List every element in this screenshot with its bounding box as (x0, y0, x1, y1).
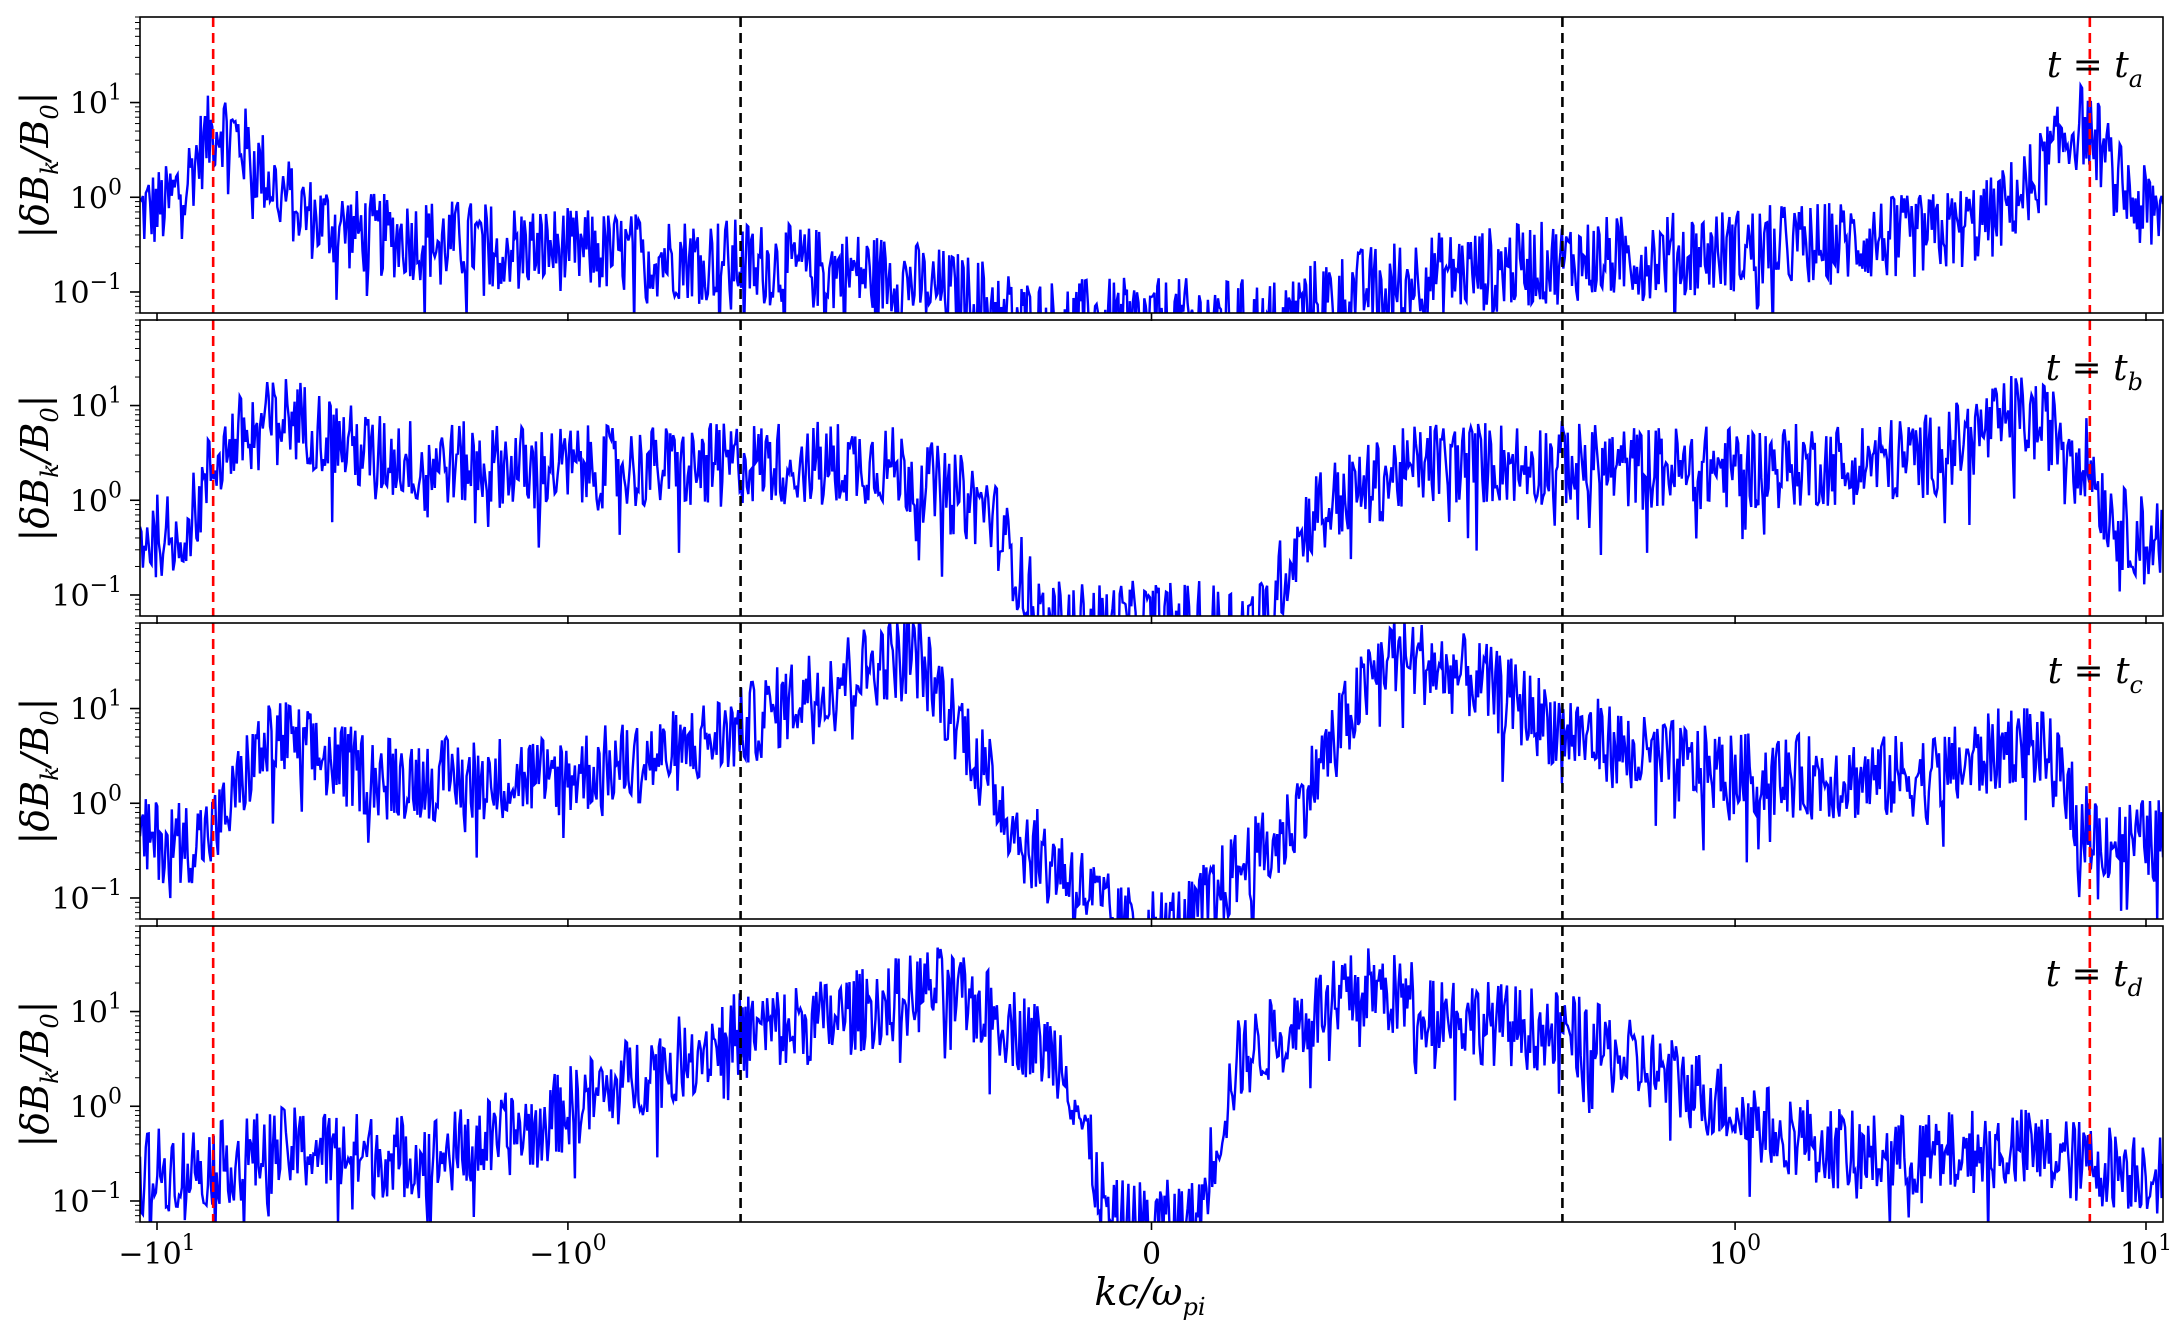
y-tick-label: 10−1 (51, 876, 122, 917)
series-line (140, 81, 2163, 313)
panel-frame (139, 925, 2164, 1223)
y-tick-label: 10−1 (51, 1179, 122, 1220)
x-axis-ticks: −101 −100 0 100 101 (118, 1231, 2172, 1272)
y-tick-label: 101 (70, 81, 122, 122)
panel-a: 10−1 100 101|δBk/B0| t = ta (13, 16, 2164, 321)
x-tick-label: −101 (118, 1231, 195, 1272)
y-tick-label: 100 (70, 781, 122, 822)
y-tick-label: 100 (70, 478, 122, 519)
panel-b: 10−1 100 101|δBk/B0| t = tb (13, 319, 2164, 624)
x-tick-label: 0 (1142, 1237, 1161, 1272)
panel-frame (139, 16, 2164, 314)
panel-label: t = td (2046, 954, 2143, 1002)
x-tick-label: 100 (1709, 1231, 1761, 1272)
panel-label: t = ta (2047, 45, 2143, 93)
panel-c: 10−1 100 101|δBk/B0| t = tc (13, 622, 2164, 927)
series-line (140, 375, 2163, 616)
y-tick-label: 10−1 (51, 573, 122, 614)
panel-label: t = tc (2048, 651, 2143, 699)
series-line (140, 947, 2163, 1222)
y-tick-label: 100 (70, 1084, 122, 1125)
panel-d: 10−1 100 101|δBk/B0| t = td (13, 925, 2164, 1230)
y-tick-label: 100 (70, 175, 122, 216)
x-tick-label: −100 (529, 1231, 606, 1272)
x-tick-label: 101 (2120, 1231, 2172, 1272)
y-tick-label: 10−1 (51, 270, 122, 311)
x-axis-label: kc/ωpi (1094, 1270, 1205, 1321)
y-axis-label: |δBk/B0| (13, 1001, 64, 1148)
y-axis-label: |δBk/B0| (13, 92, 64, 239)
y-tick-label: 101 (70, 990, 122, 1031)
y-axis-label: |δBk/B0| (13, 698, 64, 845)
y-tick-label: 101 (70, 384, 122, 425)
y-axis-label: |δBk/B0| (13, 395, 64, 542)
panel-label: t = tb (2046, 348, 2143, 396)
y-tick-label: 101 (70, 687, 122, 728)
series-line (140, 623, 2163, 919)
